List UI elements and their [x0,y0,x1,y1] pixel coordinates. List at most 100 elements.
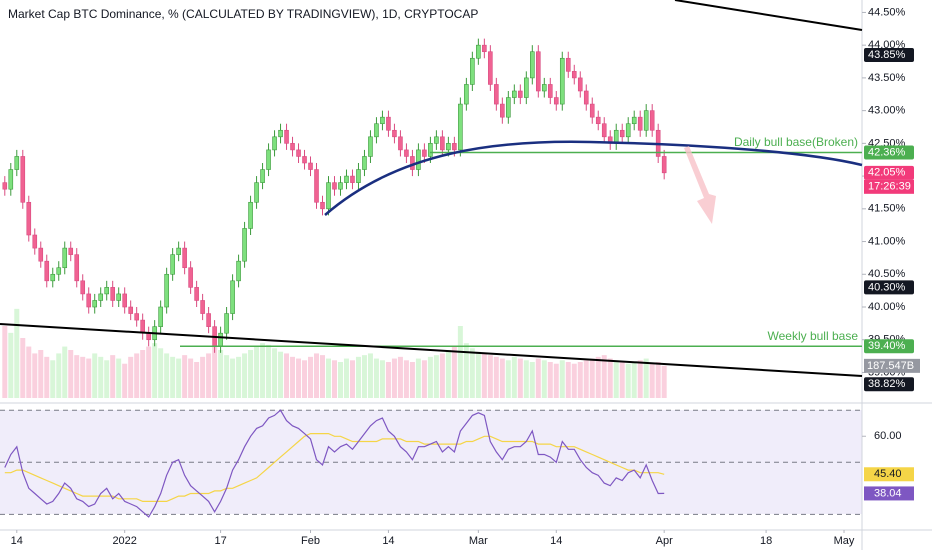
volume-bar [343,358,349,398]
volume-bar [140,350,146,398]
candle-body [434,136,439,144]
price-badge [864,165,914,180]
volume-bar [409,362,415,398]
volume-bar [26,346,32,398]
y-tick-label: 43.50% [868,72,906,84]
volume-bar [86,358,92,398]
volume-bar [68,350,74,398]
candle-body [374,123,379,138]
volume-bar [589,358,595,398]
y-tick-label: 40.50% [868,268,906,280]
x-tick-label: 14 [550,535,562,547]
candle-body [398,136,403,151]
candle-body [158,306,163,327]
candle-body [541,84,547,92]
volume-bar [325,358,331,398]
volume-bar [445,350,451,398]
candle-body [170,254,175,275]
candle-body [338,182,343,190]
volume-bar [523,360,529,398]
candle-body [320,201,325,210]
volume-bar [625,363,631,398]
candle-body [278,129,283,138]
candle-body [344,175,349,183]
candle-body [290,143,295,151]
candle-body [470,57,475,85]
candle-body [589,103,595,118]
candle-body [32,234,38,249]
candle-body [464,84,469,105]
volume-bar [272,348,278,398]
x-tick-label: 17 [214,535,226,547]
price-badge [864,339,914,354]
volume-bar [511,356,517,398]
volume-bar [98,356,104,398]
volume-bar [391,358,397,398]
candle-body [404,149,409,157]
candle-body [440,136,445,151]
price-badge [864,145,914,160]
volume-bar [403,360,409,398]
rsi-tick-label: 60.00 [874,430,902,442]
volume-bar [284,353,290,398]
volume-bar [649,363,655,398]
volume-bar [553,363,559,398]
volume-bar [637,360,643,398]
volume-bar [32,353,38,398]
volume-bar [92,353,98,398]
volume-bar [194,362,200,398]
candle-body [368,136,373,157]
volume-bar [499,358,505,398]
volume-layer [2,308,667,398]
candle-body [512,90,517,98]
candle-body [380,116,385,125]
candle-body [637,116,643,131]
volume-bar [547,362,553,398]
candle-body [386,116,391,131]
price-badge-label: 43.85% [868,49,906,61]
candle-body [236,260,241,282]
x-tick-label: Mar [469,535,488,547]
volume-bar [248,350,254,398]
candle-body [524,77,529,98]
volume-bar [176,358,182,398]
candle-body [146,332,151,341]
rsi-band [0,410,862,514]
candle-body [14,156,20,170]
volume-bar [397,356,403,398]
candle-body [302,156,307,164]
volume-bar [2,326,8,398]
volume-bar [349,360,355,398]
lower-trendline [0,323,863,377]
rsi-badge [864,486,914,501]
volume-bar [260,343,266,398]
volume-bar [110,355,116,398]
volume-bar [505,360,511,398]
price-layer [2,38,862,353]
volume-bar [8,332,14,398]
candle-body [350,175,355,183]
candle-body [494,84,499,105]
volume-bar [206,353,212,398]
candle-body [254,182,259,203]
volume-bar [337,362,343,398]
volume-bar [655,362,661,398]
candle-body [122,293,127,308]
candle-body [553,97,559,105]
y-tick-label: 40.00% [868,301,906,313]
countdown-badge [864,179,914,194]
x-tick-label: May [834,535,855,547]
price-badge [864,280,914,295]
volume-bar [481,353,487,398]
volume-bar [469,348,475,398]
candle-body [565,57,571,72]
candle-body [230,280,235,314]
candle-body [182,247,187,269]
volume-bar [541,360,547,398]
upper-trendline [674,0,863,31]
volume-bar [517,358,523,398]
rsi-layer [0,409,862,518]
candle-body [194,287,199,301]
candle-body [661,156,667,174]
candle-body [116,293,121,301]
